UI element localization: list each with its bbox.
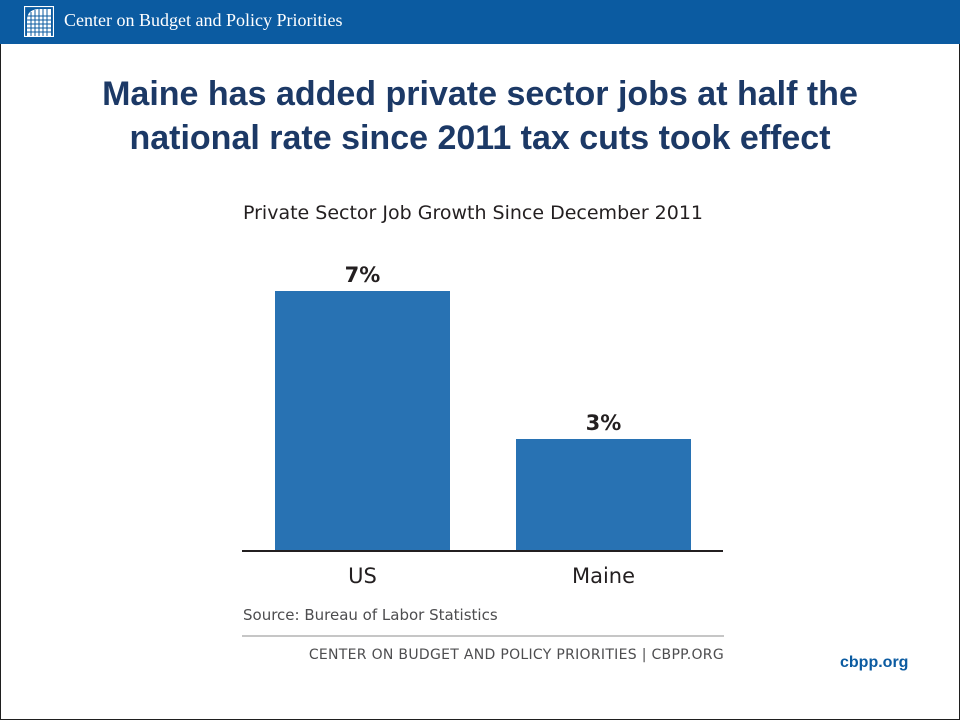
bar-maine xyxy=(516,439,691,550)
chart-footer: CENTER ON BUDGET AND POLICY PRIORITIES |… xyxy=(309,647,724,663)
bar-us xyxy=(275,291,450,550)
org-name: Center on Budget and Policy Priorities xyxy=(64,10,343,30)
header-bar: Center on Budget and Policy Priorities xyxy=(0,0,960,44)
data-label-maine: 3% xyxy=(586,411,622,435)
data-label-us: 7% xyxy=(345,263,381,287)
cbpp-building-logo-icon xyxy=(24,6,54,37)
chart-title: Private Sector Job Growth Since December… xyxy=(243,202,703,224)
category-label-us: US xyxy=(348,564,377,588)
slide-title-line-2: national rate since 2011 tax cuts took e… xyxy=(129,119,831,157)
category-label-maine: Maine xyxy=(572,564,635,588)
cbpp-site-link[interactable]: cbpp.org xyxy=(840,654,909,671)
slide-title-line-1: Maine has added private sector jobs at h… xyxy=(102,75,858,113)
bars-layer: 7% US 3% Maine xyxy=(275,263,691,588)
slide-title: Maine has added private sector jobs at h… xyxy=(20,72,940,160)
chart-source: Source: Bureau of Labor Statistics xyxy=(243,606,498,624)
